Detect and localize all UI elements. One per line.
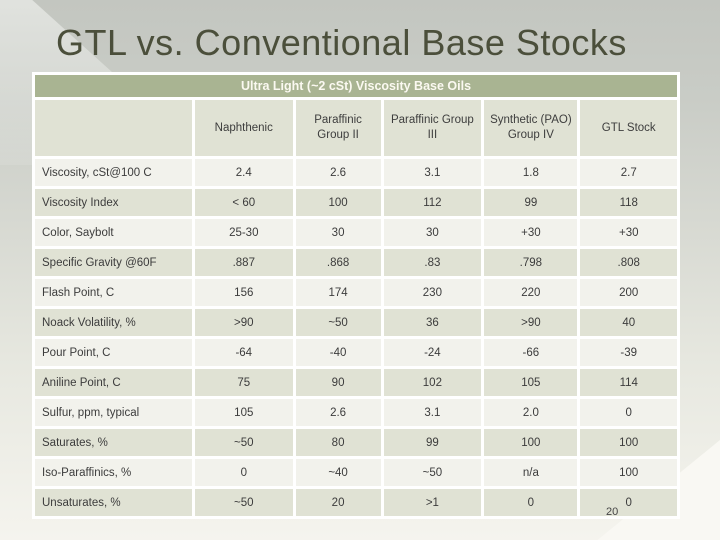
table-cell: -64: [194, 339, 293, 366]
table-cell: 105: [194, 399, 293, 426]
table-cell: >90: [194, 309, 293, 336]
table-cell: 30: [383, 219, 482, 246]
table-cell: 1.8: [484, 159, 578, 186]
table-row: Sulfur, ppm, typical 105 2.6 3.1 2.0 0: [35, 399, 677, 426]
row-label: Saturates, %: [35, 429, 192, 456]
table-cell: 230: [383, 279, 482, 306]
table-row: Iso-Paraffinics, % 0 ~40 ~50 n/a 100: [35, 459, 677, 486]
row-label: Viscosity Index: [35, 189, 192, 216]
table-cell: < 60: [194, 189, 293, 216]
table-cell: 2.6: [295, 159, 381, 186]
page-number: 20: [606, 506, 619, 518]
table-cell: .798: [484, 249, 578, 276]
table-row: Flash Point, C 156 174 230 220 200: [35, 279, 677, 306]
table-cell: 0: [580, 399, 677, 426]
table-cell: 156: [194, 279, 293, 306]
slide-title: GTL vs. Conventional Base Stocks: [56, 22, 627, 63]
table-row: Unsaturates, % ~50 20 >1 0 0: [35, 489, 677, 516]
column-header: Synthetic (PAO) Group IV: [484, 100, 578, 156]
table-cell: 0: [194, 459, 293, 486]
column-header: Paraffinic Group III: [383, 100, 482, 156]
row-label: Sulfur, ppm, typical: [35, 399, 192, 426]
table-cell: 0: [484, 489, 578, 516]
table-cell: -39: [580, 339, 677, 366]
table-cell: 25-30: [194, 219, 293, 246]
table-cell: 200: [580, 279, 677, 306]
table-cell: -24: [383, 339, 482, 366]
table-cell: 174: [295, 279, 381, 306]
row-label: Specific Gravity @60F: [35, 249, 192, 276]
column-header: Paraffinic Group II: [295, 100, 381, 156]
column-header: Naphthenic: [194, 100, 293, 156]
table-row: Color, Saybolt 25-30 30 30 +30 +30: [35, 219, 677, 246]
row-label: Aniline Point, C: [35, 369, 192, 396]
table-cell: 40: [580, 309, 677, 336]
table-cell: 220: [484, 279, 578, 306]
comparison-table: Ultra Light (~2 cSt) Viscosity Base Oils…: [32, 72, 680, 519]
corner-header-cell: [35, 100, 192, 156]
table-cell: 3.1: [383, 399, 482, 426]
table-cell: 36: [383, 309, 482, 336]
table-cell: 118: [580, 189, 677, 216]
row-label: Noack Volatility, %: [35, 309, 192, 336]
table-row: Viscosity, cSt@100 C 2.4 2.6 3.1 1.8 2.7: [35, 159, 677, 186]
table-cell: +30: [580, 219, 677, 246]
table-cell: 105: [484, 369, 578, 396]
table-cell: .868: [295, 249, 381, 276]
row-label: Color, Saybolt: [35, 219, 192, 246]
table-row: Pour Point, C -64 -40 -24 -66 -39: [35, 339, 677, 366]
row-label: Unsaturates, %: [35, 489, 192, 516]
table-cell: 75: [194, 369, 293, 396]
row-label: Iso-Paraffinics, %: [35, 459, 192, 486]
row-label: Flash Point, C: [35, 279, 192, 306]
table-cell: -66: [484, 339, 578, 366]
table-banner: Ultra Light (~2 cSt) Viscosity Base Oils: [35, 75, 677, 97]
table-cell: +30: [484, 219, 578, 246]
table-cell: .808: [580, 249, 677, 276]
table-cell: 2.6: [295, 399, 381, 426]
table-cell: 112: [383, 189, 482, 216]
table-cell: 100: [580, 459, 677, 486]
table-cell: >1: [383, 489, 482, 516]
table-cell: 90: [295, 369, 381, 396]
table-cell: 99: [484, 189, 578, 216]
table-cell: ~50: [383, 459, 482, 486]
table-row: Specific Gravity @60F .887.868.83.798.808: [35, 249, 677, 276]
table-cell: 100: [580, 429, 677, 456]
table-cell: 30: [295, 219, 381, 246]
table-cell: 80: [295, 429, 381, 456]
table-body: Viscosity, cSt@100 C 2.4 2.6 3.1 1.8 2.7 Visco…: [35, 159, 677, 516]
table-cell: ~50: [295, 309, 381, 336]
table-cell: 20: [295, 489, 381, 516]
table-row: Saturates, % ~50 80 99 100 100: [35, 429, 677, 456]
table-cell: ~40: [295, 459, 381, 486]
table-cell: ~50: [194, 489, 293, 516]
table-cell: -40: [295, 339, 381, 366]
table-cell: 100: [295, 189, 381, 216]
column-header: GTL Stock: [580, 100, 677, 156]
column-header-row: Naphthenic Paraffinic Group II Paraffinic …: [35, 100, 677, 156]
table-cell: >90: [484, 309, 578, 336]
row-label: Viscosity, cSt@100 C: [35, 159, 192, 186]
table-cell: 114: [580, 369, 677, 396]
table-cell: 100: [484, 429, 578, 456]
table-cell: .887: [194, 249, 293, 276]
table-cell: ~50: [194, 429, 293, 456]
table-cell: 102: [383, 369, 482, 396]
table-cell: 99: [383, 429, 482, 456]
banner-row: Ultra Light (~2 cSt) Viscosity Base Oils: [35, 75, 677, 97]
row-label: Pour Point, C: [35, 339, 192, 366]
table-cell: n/a: [484, 459, 578, 486]
table-cell: 3.1: [383, 159, 482, 186]
table-cell: .83: [383, 249, 482, 276]
table-cell: 2.7: [580, 159, 677, 186]
table-row: Aniline Point, C 75 90 102 105 114: [35, 369, 677, 396]
table-row: Noack Volatility, % >90 ~50 36 >90 40: [35, 309, 677, 336]
table-row: Viscosity Index < 60 100 112 99 118: [35, 189, 677, 216]
table-cell: 0: [580, 489, 677, 516]
table-cell: 2.0: [484, 399, 578, 426]
table-cell: 2.4: [194, 159, 293, 186]
